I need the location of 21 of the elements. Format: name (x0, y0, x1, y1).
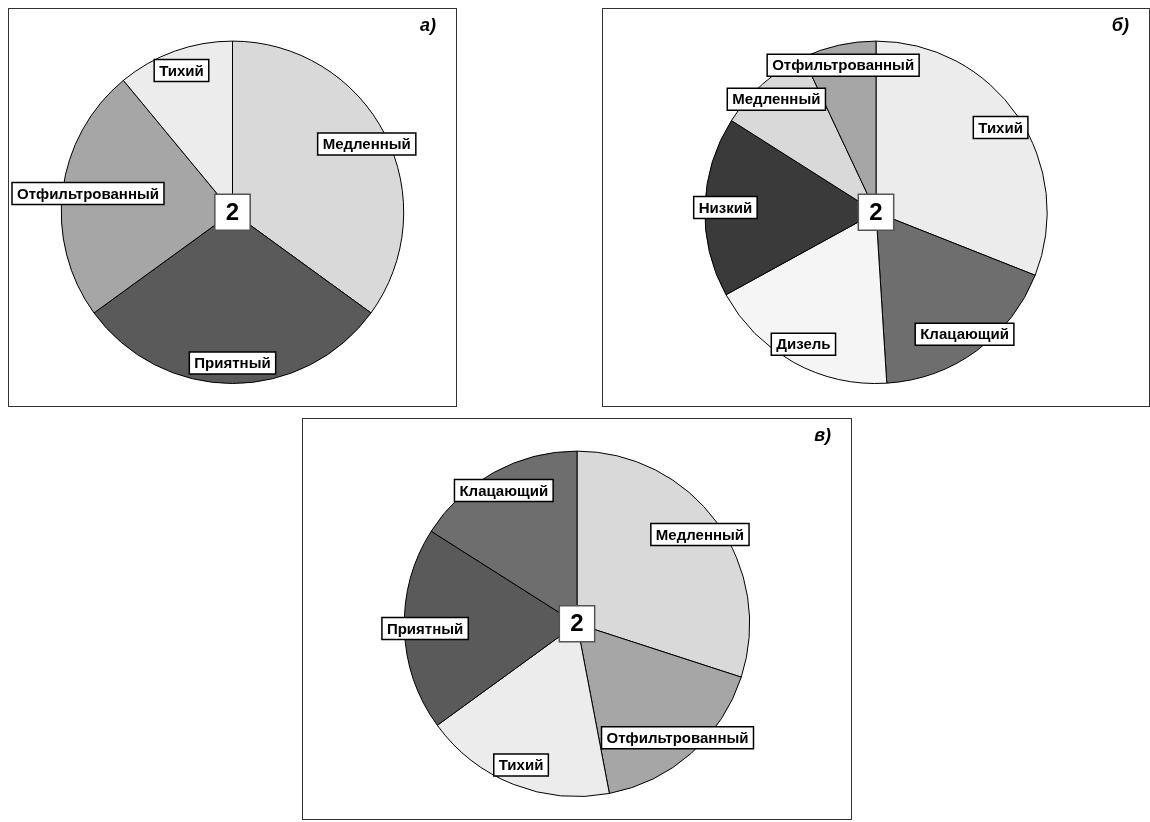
slice-label: Медленный (732, 90, 821, 108)
slice-label: Тихий (159, 61, 204, 79)
slice-label: Медленный (322, 135, 411, 153)
slice-label: Отфильтрованный (17, 184, 159, 202)
slice-label: Приятный (194, 354, 271, 372)
slice-label: Низкий (698, 198, 753, 216)
slice-label: Дизель (776, 335, 831, 353)
slice-label: Клацающий (920, 325, 1009, 343)
slice-label: Медленный (655, 525, 745, 543)
slice-label: Отфильтрованный (772, 56, 915, 74)
text: б) (1111, 14, 1129, 35)
text: 2 (869, 197, 883, 225)
chart-title: а) (419, 14, 436, 35)
slice-label: Тихий (498, 756, 544, 774)
slice-label: Отфильтрованный (606, 728, 749, 746)
slice-label: Приятный (386, 619, 464, 637)
text: 2 (570, 609, 584, 637)
slice-label: Клацающий (459, 481, 549, 499)
text: в) (814, 424, 831, 445)
slice-label: Тихий (978, 118, 1023, 136)
text: 2 (225, 197, 240, 225)
